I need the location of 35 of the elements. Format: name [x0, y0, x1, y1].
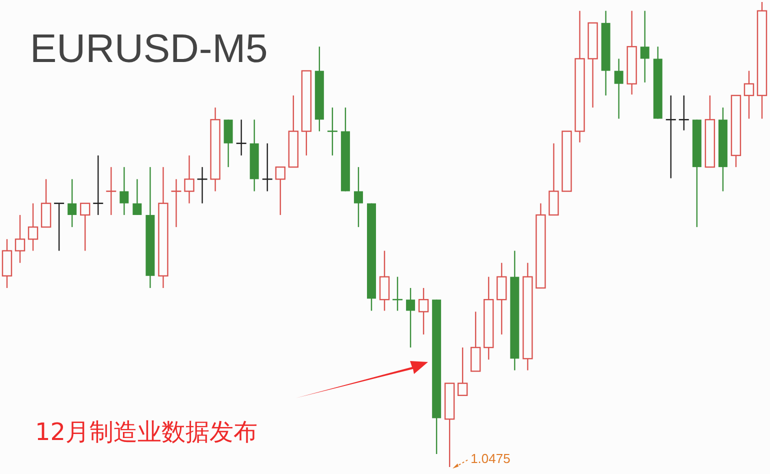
- candlestick: [92, 154, 104, 216]
- candlestick: [80, 202, 90, 252]
- candlestick: [275, 166, 286, 216]
- annotation: 12月制造业数据发布: [35, 418, 258, 446]
- candlestick: [196, 166, 208, 204]
- candlestick: [496, 262, 507, 336]
- candlestick: [28, 202, 38, 252]
- candlestick: [614, 58, 624, 120]
- candlestick: [406, 287, 416, 348]
- candlestick: [665, 94, 677, 179]
- candlestick: [548, 142, 559, 216]
- candlestick: [14, 214, 26, 264]
- text: EURUSD-M5: [30, 27, 268, 71]
- candlestick: [678, 94, 690, 131]
- candlestick: [326, 106, 338, 156]
- candlestick: [392, 276, 404, 312]
- candlestick: [184, 154, 194, 204]
- candlestick: [458, 346, 468, 396]
- candlestick: [418, 287, 429, 336]
- candlestick: [640, 10, 650, 84]
- candlestick: [224, 119, 233, 168]
- candlestick: [105, 166, 117, 216]
- candlestick: [53, 202, 65, 252]
- candlestick: [132, 178, 142, 216]
- candlestick: [379, 250, 390, 312]
- candlestick: [262, 142, 273, 192]
- candlestick: [68, 178, 77, 228]
- candlestick: [236, 119, 247, 156]
- candlestick: [170, 178, 182, 228]
- candlestick: [120, 166, 129, 216]
- candlestick: [744, 70, 754, 120]
- candlestick: [470, 311, 481, 372]
- candlestick: [354, 166, 363, 228]
- candlestick: [40, 178, 52, 228]
- annotation: 1.0475: [470, 451, 510, 466]
